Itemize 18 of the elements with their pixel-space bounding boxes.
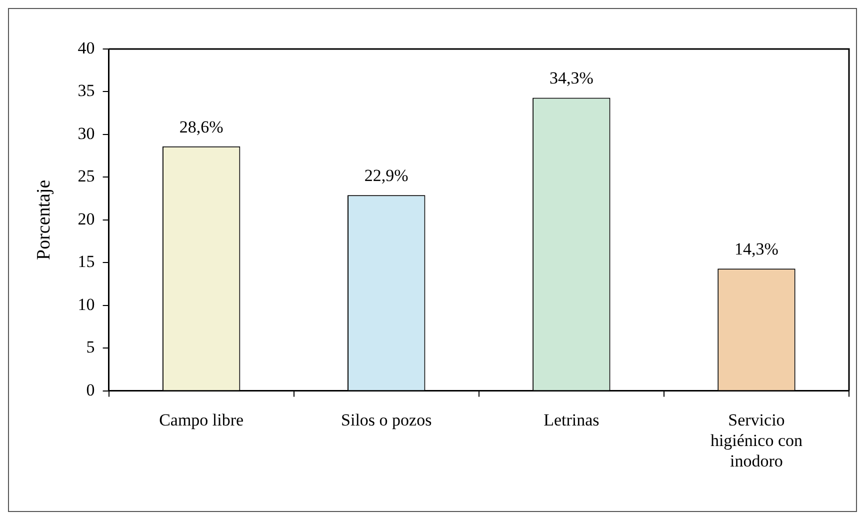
data-label: 14,3% <box>734 240 778 259</box>
data-label: 28,6% <box>179 117 224 136</box>
x-tick-label: Letrinas <box>544 410 600 430</box>
x-tick-label: Servicio higiénico con inodoro <box>710 410 803 470</box>
y-tick-label: 25 <box>78 166 95 186</box>
y-tick-label: 0 <box>86 380 95 400</box>
y-tick-label: 10 <box>78 294 95 314</box>
y-tick-label: 5 <box>86 338 95 357</box>
y-tick-label: 40 <box>78 38 95 58</box>
x-tick-label: Silos o pozos <box>341 410 432 430</box>
y-tick-label: 20 <box>78 209 95 228</box>
y-tick-label: 30 <box>78 124 95 143</box>
x-tick-label: Campo libre <box>159 410 244 430</box>
y-tick-label: 15 <box>78 252 95 272</box>
y-axis-title: Porcentaje <box>33 180 54 260</box>
y-tick-label: 35 <box>78 81 95 100</box>
data-label: 34,3% <box>549 68 594 88</box>
data-label: 22,9% <box>364 166 408 186</box>
